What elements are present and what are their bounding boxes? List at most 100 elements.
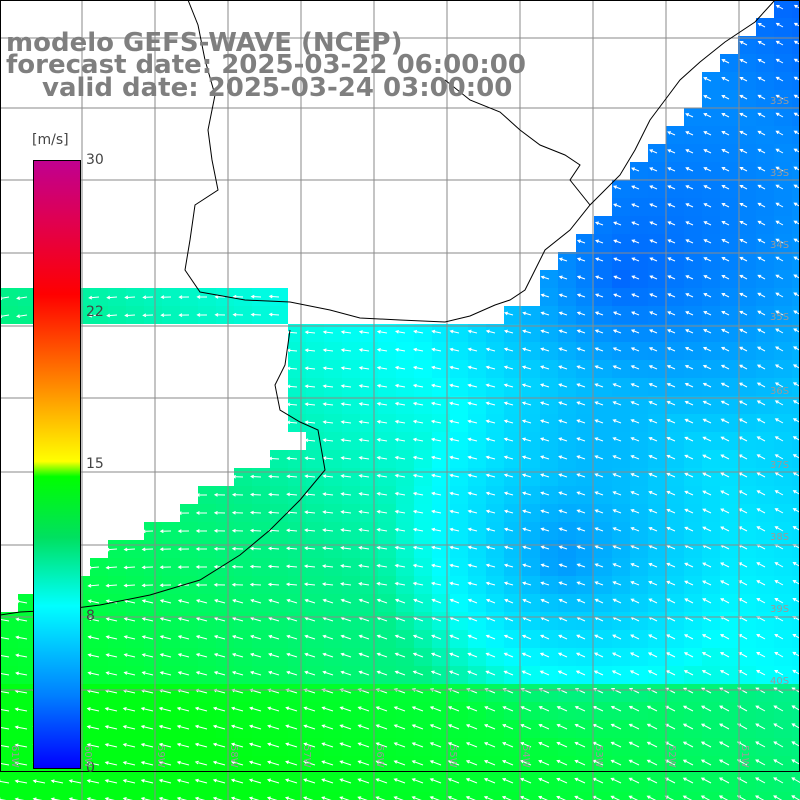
- wind-arrow: [648, 544, 658, 550]
- wind-arrow: [521, 401, 532, 406]
- wind-arrow: [485, 634, 496, 640]
- wind-arrow: [375, 778, 388, 784]
- wind-arrow: [304, 384, 316, 389]
- wind-arrow: [756, 472, 766, 478]
- wind-arrow: [558, 347, 568, 352]
- lat-label: 40S: [770, 676, 790, 687]
- wind-arrow: [322, 366, 334, 371]
- wind-arrow: [321, 706, 334, 712]
- wind-arrow: [249, 546, 262, 551]
- wind-arrow: [756, 400, 766, 406]
- wind-arrow: [286, 366, 298, 371]
- wind-arrow: [303, 778, 316, 784]
- wind-arrow: [232, 294, 244, 299]
- wind-arrow: [540, 545, 550, 550]
- wind-arrow: [413, 347, 424, 352]
- wind-arrow: [576, 634, 586, 640]
- wind-speed-cell: [522, 792, 540, 800]
- wind-arrow: [630, 527, 640, 532]
- wind-arrow: [612, 383, 622, 388]
- wind-arrow: [702, 436, 712, 442]
- wind-arrow: [286, 652, 298, 658]
- wind-arrow: [667, 221, 676, 226]
- wind-arrow: [393, 760, 406, 766]
- wind-arrow: [340, 474, 352, 478]
- wind-arrow: [340, 366, 352, 370]
- wind-arrow: [105, 617, 118, 622]
- wind-arrow: [178, 295, 190, 299]
- wind-arrow: [594, 329, 604, 334]
- wind-arrow: [231, 492, 244, 497]
- wind-arrow: [447, 742, 460, 748]
- wind-arrow: [394, 563, 406, 568]
- wind-arrow: [412, 401, 424, 406]
- wind-speed-cell: [792, 54, 800, 72]
- wind-arrow: [340, 582, 352, 586]
- wind-arrow: [14, 707, 28, 712]
- wind-speed-cell: [792, 756, 800, 774]
- wind-arrow: [610, 759, 622, 766]
- wind-arrow: [285, 546, 298, 551]
- wind-arrow: [666, 526, 676, 532]
- wind-arrow: [558, 563, 568, 568]
- wind-arrow: [558, 509, 568, 514]
- wind-speed-cell: [378, 792, 396, 800]
- wind-arrow: [648, 580, 658, 586]
- wind-arrow: [613, 185, 622, 190]
- wind-arrow: [231, 564, 244, 569]
- wind-arrow: [667, 185, 676, 190]
- wind-arrow: [521, 455, 532, 460]
- wind-arrow: [757, 238, 766, 244]
- wind-arrow: [612, 634, 622, 640]
- lon-label: 53W: [593, 745, 604, 768]
- wind-arrow: [630, 419, 640, 424]
- wind-arrow: [484, 724, 496, 730]
- wind-arrow: [610, 777, 622, 784]
- wind-arrow: [574, 741, 586, 748]
- wind-arrow: [159, 653, 172, 658]
- wind-arrow: [141, 635, 154, 640]
- wind-speed-cell: [792, 180, 800, 198]
- wind-speed-cell: [612, 792, 630, 800]
- wind-arrow: [177, 547, 190, 551]
- wind-arrow: [376, 366, 388, 370]
- wind-arrow: [123, 671, 136, 676]
- wind-arrow: [775, 130, 784, 136]
- wind-arrow: [666, 365, 676, 370]
- wind-speed-cell: [792, 306, 800, 324]
- wind-arrow: [0, 689, 10, 694]
- wind-arrow: [304, 438, 316, 443]
- wind-speed-cell: [792, 522, 800, 540]
- wind-arrow: [358, 366, 370, 370]
- wind-arrow: [557, 670, 568, 676]
- wind-arrow: [485, 527, 496, 532]
- wind-arrow: [142, 313, 154, 318]
- wind-arrow: [775, 256, 784, 262]
- wind-arrow: [646, 777, 658, 784]
- wind-arrow: [630, 401, 640, 406]
- wind-arrow: [594, 293, 604, 298]
- wind-arrow: [195, 617, 208, 622]
- wind-arrow: [231, 634, 244, 640]
- wind-speed-cell: [792, 252, 800, 270]
- wind-arrow: [412, 670, 424, 676]
- wind-arrow: [431, 347, 442, 352]
- wind-arrow: [159, 565, 172, 570]
- wind-arrow: [449, 329, 460, 334]
- wind-arrow: [485, 670, 496, 676]
- wind-arrow: [412, 652, 424, 658]
- wind-arrow: [755, 723, 766, 730]
- wind-speed-cell: [504, 792, 522, 800]
- wind-speed-cell: [90, 792, 108, 800]
- wind-arrow: [140, 778, 154, 784]
- wind-arrow: [612, 491, 622, 496]
- wind-arrow: [393, 706, 406, 712]
- wind-arrow: [576, 365, 586, 370]
- wind-arrow: [322, 474, 334, 479]
- wind-arrow: [358, 582, 370, 586]
- wind-arrow: [648, 526, 658, 532]
- wind-arrow: [213, 492, 226, 497]
- wind-arrow: [195, 599, 208, 604]
- wind-arrow: [649, 221, 658, 226]
- wind-arrow: [522, 347, 532, 352]
